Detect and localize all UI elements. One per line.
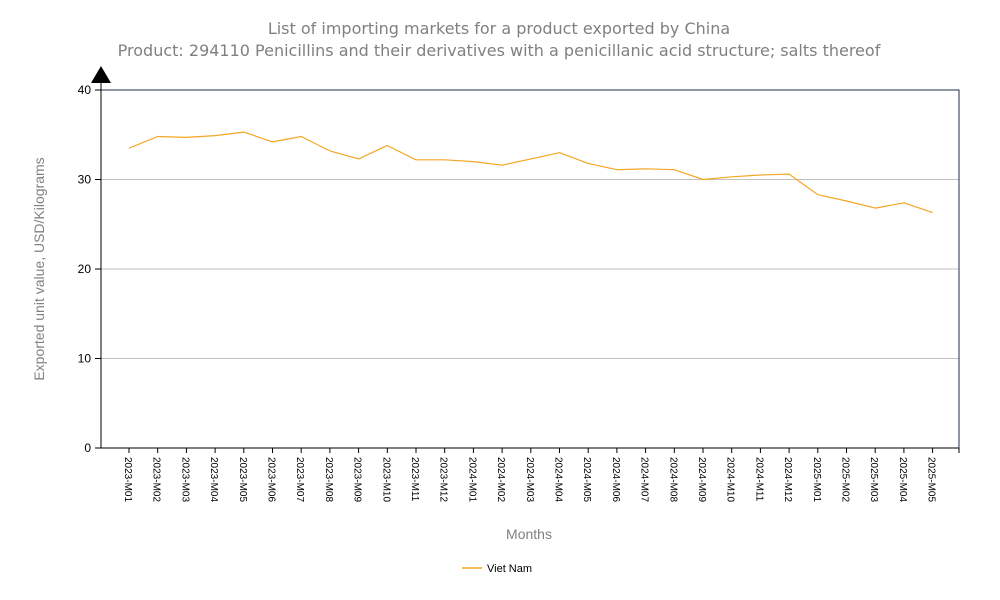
series-layer bbox=[128, 131, 934, 214]
data-point bbox=[128, 147, 131, 150]
x-tick-label: 2023-M12 bbox=[438, 457, 449, 502]
x-tick-label: 2025-M05 bbox=[926, 457, 937, 502]
data-point bbox=[386, 144, 389, 147]
data-point bbox=[558, 151, 561, 154]
data-point bbox=[759, 174, 762, 177]
x-tick-label: 2024-M07 bbox=[639, 457, 650, 502]
x-tick-label: 2023-M09 bbox=[352, 457, 363, 502]
data-point bbox=[874, 207, 877, 210]
data-point bbox=[443, 158, 446, 161]
data-point bbox=[271, 140, 274, 143]
data-point bbox=[214, 134, 217, 137]
x-tick-label: 2023-M02 bbox=[151, 457, 162, 502]
x-tick-label: 2024-M09 bbox=[696, 457, 707, 502]
x-tick-label: 2023-M04 bbox=[208, 457, 219, 502]
x-tick-label: 2025-M02 bbox=[840, 457, 851, 502]
data-point bbox=[816, 193, 819, 196]
x-tick-label: 2023-M03 bbox=[179, 457, 190, 502]
x-tick-label: 2024-M12 bbox=[782, 457, 793, 502]
series-line-viet-nam bbox=[128, 131, 933, 214]
x-tick-label: 2024-M06 bbox=[610, 457, 621, 502]
x-axis-title: Months bbox=[506, 526, 552, 542]
data-point bbox=[357, 157, 360, 160]
y-axis-tick-labels: 0 10 20 30 40 bbox=[78, 83, 101, 455]
y-tick-label: 20 bbox=[78, 262, 92, 276]
data-point bbox=[644, 167, 647, 170]
x-tick-label: 2024-M11 bbox=[753, 457, 764, 502]
x-tick-label: 2025-M04 bbox=[897, 457, 908, 502]
x-tick-label: 2023-M06 bbox=[266, 457, 277, 502]
y-tick-label: 10 bbox=[78, 352, 92, 366]
y-tick-label: 0 bbox=[84, 441, 91, 455]
x-tick-label: 2023-M08 bbox=[323, 457, 334, 502]
x-tick-label: 2024-M10 bbox=[725, 457, 736, 502]
x-tick-label: 2023-M05 bbox=[237, 457, 248, 502]
data-point bbox=[788, 173, 791, 176]
y-tick-label: 40 bbox=[78, 83, 92, 97]
data-point bbox=[673, 168, 676, 171]
data-point bbox=[615, 168, 618, 171]
data-point bbox=[529, 157, 532, 160]
legend-label-viet-nam: Viet Nam bbox=[487, 563, 532, 575]
data-point bbox=[730, 175, 733, 178]
data-point bbox=[702, 178, 705, 181]
y-axis-title: Exported unit value, USD/Kilograms bbox=[31, 157, 47, 380]
data-point bbox=[415, 158, 418, 161]
legend: Viet Nam bbox=[462, 563, 532, 575]
data-point bbox=[472, 160, 475, 163]
x-tick-label: 2024-M05 bbox=[581, 457, 592, 502]
x-tick-label: 2023-M11 bbox=[409, 457, 420, 502]
data-point bbox=[501, 164, 504, 167]
data-point bbox=[902, 201, 905, 204]
data-point bbox=[931, 211, 934, 214]
x-axis-tick-labels: 2023-M01 2023-M02 2023-M03 2023-M04 2023-M05… bbox=[122, 448, 960, 502]
axes bbox=[100, 82, 959, 449]
x-tick-label: 2023-M01 bbox=[122, 457, 133, 502]
data-point bbox=[845, 200, 848, 203]
x-tick-label: 2024-M04 bbox=[553, 457, 564, 502]
x-tick-label: 2024-M03 bbox=[524, 457, 535, 502]
x-tick-label: 2024-M08 bbox=[667, 457, 678, 502]
x-tick-label: 2024-M01 bbox=[466, 457, 477, 502]
data-point bbox=[242, 131, 245, 134]
y-tick-label: 30 bbox=[78, 173, 92, 187]
x-tick-label: 2024-M02 bbox=[495, 457, 506, 502]
chart-title: List of importing markets for a product … bbox=[268, 19, 730, 38]
gridlines bbox=[101, 179, 959, 359]
x-tick-label: 2025-M01 bbox=[811, 457, 822, 502]
data-point bbox=[328, 149, 331, 152]
data-point bbox=[300, 135, 303, 138]
y-axis-arrow-icon bbox=[91, 66, 111, 83]
data-point bbox=[156, 135, 159, 138]
data-point bbox=[587, 162, 590, 165]
x-tick-label: 2023-M07 bbox=[294, 457, 305, 502]
x-tick-label: 2025-M03 bbox=[868, 457, 879, 502]
x-tick-label: 2023-M10 bbox=[380, 457, 391, 502]
data-point bbox=[185, 136, 188, 139]
chart-subtitle: Product: 294110 Penicillins and their de… bbox=[118, 41, 881, 60]
